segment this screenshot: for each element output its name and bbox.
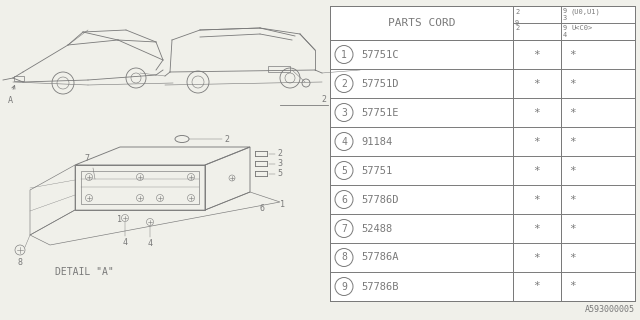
- Text: 2: 2: [321, 95, 326, 104]
- Text: 2: 2: [224, 134, 229, 143]
- Text: DETAIL "A": DETAIL "A": [55, 267, 114, 277]
- Text: 3: 3: [277, 159, 282, 168]
- Text: *: *: [534, 50, 540, 60]
- Text: *: *: [534, 252, 540, 262]
- Text: 9
4: 9 4: [563, 25, 567, 37]
- Text: *: *: [534, 108, 540, 117]
- Text: 6: 6: [341, 195, 347, 204]
- Text: A593000005: A593000005: [585, 305, 635, 314]
- Text: *: *: [534, 195, 540, 204]
- Text: 7: 7: [341, 223, 347, 234]
- Text: 57786B: 57786B: [361, 282, 399, 292]
- Text: 9: 9: [515, 20, 519, 26]
- Text: *: *: [569, 50, 576, 60]
- Text: 9
3: 9 3: [563, 8, 567, 20]
- Text: *: *: [534, 223, 540, 234]
- Text: *: *: [569, 282, 576, 292]
- Text: *: *: [569, 252, 576, 262]
- Text: PARTS CORD: PARTS CORD: [388, 18, 455, 28]
- Text: 2: 2: [341, 78, 347, 89]
- Text: 52488: 52488: [361, 223, 392, 234]
- Text: 57751: 57751: [361, 165, 392, 175]
- Text: 2: 2: [515, 25, 519, 31]
- Bar: [268, 66, 290, 72]
- Text: 6: 6: [260, 204, 265, 213]
- Bar: [330, 6, 635, 301]
- Text: *: *: [534, 137, 540, 147]
- Text: 7: 7: [84, 154, 90, 163]
- Text: 1: 1: [280, 200, 285, 209]
- Bar: [330, 6, 635, 40]
- Text: *: *: [534, 78, 540, 89]
- Text: 2: 2: [515, 9, 519, 15]
- Text: 3: 3: [341, 108, 347, 117]
- Text: 57751D: 57751D: [361, 78, 399, 89]
- Text: *: *: [569, 223, 576, 234]
- Text: 4: 4: [147, 239, 152, 248]
- Text: 91184: 91184: [361, 137, 392, 147]
- Text: *: *: [569, 137, 576, 147]
- Text: 1: 1: [341, 50, 347, 60]
- Text: *: *: [569, 108, 576, 117]
- Bar: [14, 76, 24, 81]
- Bar: [330, 6, 635, 301]
- Text: 8: 8: [17, 258, 22, 267]
- Text: A: A: [8, 96, 13, 105]
- Text: 9: 9: [341, 282, 347, 292]
- Text: 57751C: 57751C: [361, 50, 399, 60]
- Text: 8: 8: [341, 252, 347, 262]
- Text: *: *: [569, 195, 576, 204]
- Text: 4: 4: [122, 238, 127, 247]
- Text: 1: 1: [118, 215, 122, 224]
- Text: 4: 4: [341, 137, 347, 147]
- Text: 57786A: 57786A: [361, 252, 399, 262]
- Text: (U0,U1): (U0,U1): [571, 8, 601, 14]
- Text: 5: 5: [341, 165, 347, 175]
- Text: *: *: [534, 282, 540, 292]
- Text: 5: 5: [277, 169, 282, 178]
- Text: 57786D: 57786D: [361, 195, 399, 204]
- Text: 2: 2: [277, 149, 282, 158]
- Text: *: *: [569, 165, 576, 175]
- Text: U<C0>: U<C0>: [571, 25, 592, 31]
- Text: *: *: [534, 165, 540, 175]
- Text: 57751E: 57751E: [361, 108, 399, 117]
- Text: *: *: [569, 78, 576, 89]
